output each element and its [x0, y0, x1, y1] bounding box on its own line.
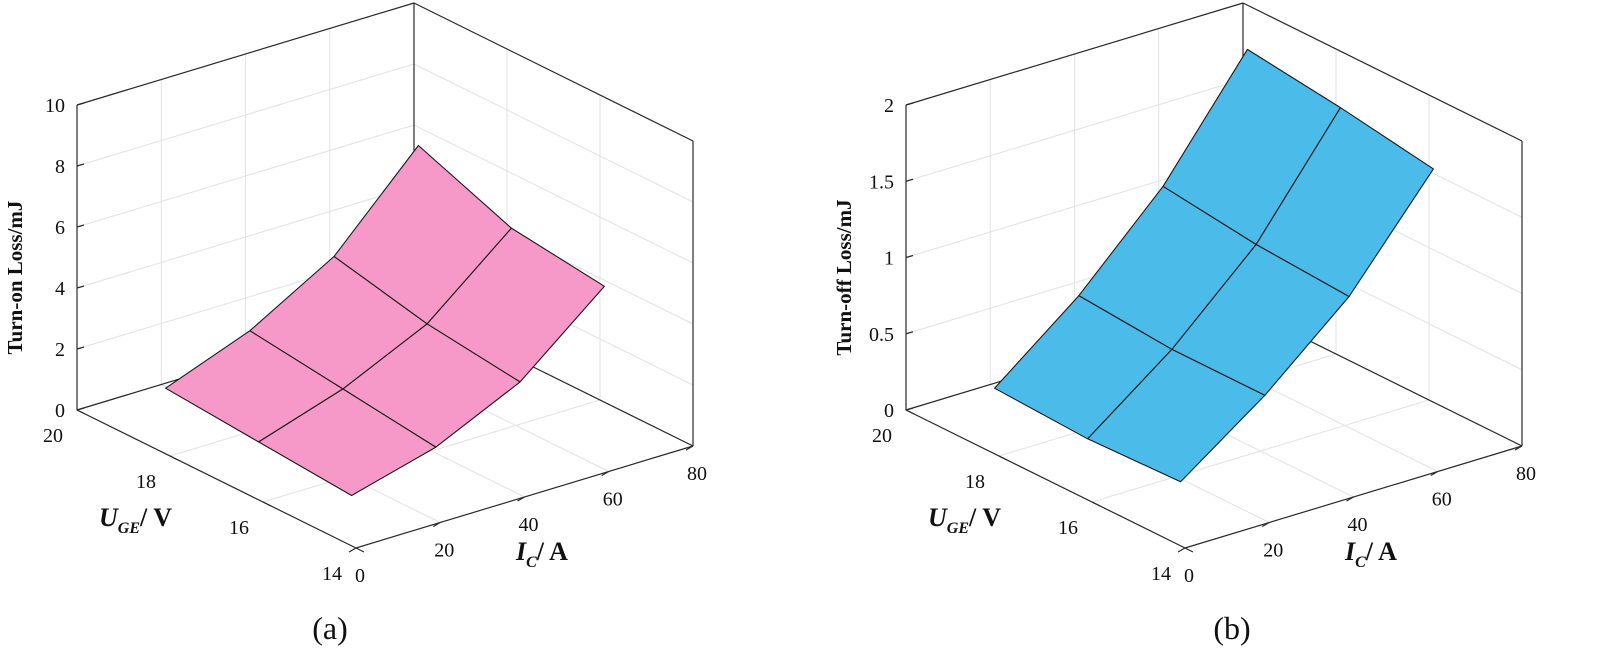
u-tick-mark — [169, 455, 179, 461]
z-axis-label: Turn-off Loss/mJ — [832, 199, 856, 355]
u-tick-label: 16 — [1058, 517, 1078, 539]
axis-edge — [905, 409, 1186, 549]
i-tick-mark — [601, 470, 610, 477]
z-tick-label: 6 — [55, 217, 65, 239]
z-tick-mark — [905, 102, 914, 106]
u-tick-label: 18 — [136, 471, 156, 493]
gridline — [413, 63, 694, 203]
i-tick-mark — [1514, 445, 1523, 451]
z-tick-mark — [76, 407, 85, 411]
z-tick-mark — [76, 224, 85, 228]
z-tick-mark — [76, 346, 85, 350]
i-tick-mark — [1177, 547, 1186, 553]
axis-edge — [1242, 2, 1523, 142]
i-tick-mark — [685, 445, 694, 451]
z-tick-label: 1 — [884, 248, 894, 270]
u-axis-label-unit: / V — [139, 503, 172, 532]
chart-panel-b: 0 0.5 1 1.5 2 14 16 18 20 0 20 40 60 80 Turn-off Loss/… — [832, 2, 1536, 646]
u-tick-mark — [1091, 501, 1101, 507]
z-tick-label: 2 — [55, 339, 65, 361]
i-tick-label: 0 — [1184, 565, 1194, 587]
u-tick-mark — [905, 409, 915, 415]
u-axis-label: UGE/ V — [928, 503, 1001, 537]
z-tick-label: 4 — [55, 278, 65, 300]
z-tick-label: 8 — [55, 156, 65, 178]
i-axis-label: IC/ A — [1344, 537, 1397, 571]
z-tick-mark — [76, 163, 85, 167]
surface-patch — [333, 144, 512, 325]
z-tick-label: 0.5 — [869, 324, 894, 346]
axis-edge — [905, 2, 1244, 106]
z-tick-label: 2 — [884, 95, 894, 117]
u-axis-label-var: U — [99, 503, 119, 532]
u-axis-label-sub: GE — [947, 520, 969, 537]
i-tick-label: 20 — [434, 540, 454, 562]
i-tick-mark — [517, 496, 525, 502]
u-tick-label: 14 — [1151, 563, 1171, 585]
z-tick-mark — [905, 331, 914, 335]
i-axis-label-var: I — [1344, 537, 1356, 566]
u-axis-label-var: U — [928, 503, 948, 532]
z-tick-label: 0 — [884, 400, 894, 422]
u-tick-label: 16 — [229, 517, 249, 539]
z-tick-mark — [905, 178, 914, 182]
u-axis-label-unit: / V — [968, 503, 1001, 532]
z-tick-label: 10 — [45, 95, 65, 117]
u-tick-label: 20 — [872, 425, 892, 447]
gridline — [413, 124, 694, 264]
z-axis-label: Turn-on Loss/mJ — [3, 201, 27, 355]
z-tick-mark — [76, 285, 85, 289]
i-tick-label: 40 — [519, 514, 539, 536]
u-axis-label: UGE/ V — [99, 503, 172, 537]
u-tick-label: 14 — [322, 563, 342, 585]
i-tick-mark — [1261, 521, 1270, 528]
axis-edge — [76, 2, 415, 106]
i-tick-mark — [1430, 470, 1439, 477]
u-tick-mark — [998, 455, 1008, 461]
i-tick-label: 20 — [1263, 540, 1283, 562]
i-tick-label: 40 — [1348, 514, 1368, 536]
i-tick-mark — [1346, 496, 1354, 502]
u-tick-mark — [76, 409, 86, 415]
u-axis-label-sub: GE — [118, 520, 140, 537]
surface — [165, 144, 605, 497]
u-tick-mark — [1184, 547, 1194, 553]
i-axis-label-unit: / A — [536, 537, 568, 566]
i-axis-label-sub: C — [1355, 554, 1366, 571]
z-tick-mark — [76, 102, 85, 106]
i-tick-mark — [348, 547, 357, 553]
z-tick-label: 1.5 — [869, 171, 894, 193]
i-tick-label: 60 — [1432, 489, 1452, 511]
tick-labels: 0 0.5 1 1.5 2 14 16 18 20 0 20 40 60 80 — [869, 95, 1536, 587]
u-tick-label: 18 — [965, 471, 985, 493]
panel-label: (a) — [312, 610, 348, 646]
i-axis-label-var: I — [515, 537, 527, 566]
axis-edge — [413, 2, 694, 142]
i-tick-label: 80 — [687, 463, 707, 485]
chart-panel-a: 0 2 4 6 8 10 14 16 18 20 0 20 40 60 80 Turn-on Loss/mJ U… — [3, 2, 707, 646]
i-tick-label: 80 — [1516, 463, 1536, 485]
axis-edge — [76, 409, 357, 549]
z-tick-mark — [905, 254, 914, 259]
i-tick-mark — [432, 521, 441, 528]
panel-label: (b) — [1213, 610, 1250, 646]
z-tick-label: 0 — [55, 400, 65, 422]
surface-patch — [1162, 48, 1341, 245]
i-axis-label: IC/ A — [515, 537, 568, 571]
u-tick-mark — [355, 547, 365, 553]
tick-labels: 0 2 4 6 8 10 14 16 18 20 0 20 40 60 80 — [43, 95, 707, 587]
u-tick-mark — [262, 501, 272, 507]
surface — [994, 48, 1434, 483]
u-tick-label: 20 — [43, 425, 63, 447]
i-axis-label-sub: C — [526, 554, 537, 571]
i-tick-label: 60 — [603, 489, 623, 511]
i-tick-label: 0 — [355, 565, 365, 587]
i-axis-label-unit: / A — [1365, 537, 1397, 566]
z-tick-mark — [905, 407, 914, 411]
